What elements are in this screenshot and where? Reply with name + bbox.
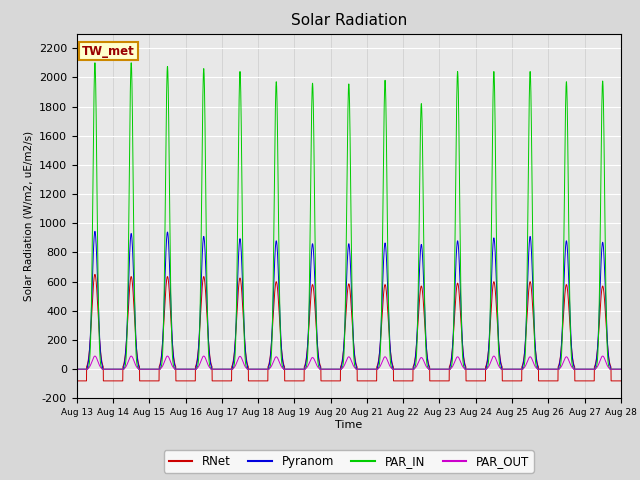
Pyranom xyxy=(616,366,624,372)
PAR_OUT xyxy=(617,366,625,372)
RNet xyxy=(471,378,479,384)
Text: TW_met: TW_met xyxy=(82,45,135,58)
PAR_OUT xyxy=(171,366,179,372)
Pyranom xyxy=(91,228,99,234)
RNet xyxy=(616,378,624,384)
PAR_IN xyxy=(617,366,625,372)
PAR_OUT xyxy=(91,353,99,359)
PAR_OUT xyxy=(616,366,624,372)
PAR_IN xyxy=(328,366,336,372)
X-axis label: Time: Time xyxy=(335,420,362,430)
PAR_OUT xyxy=(502,366,509,372)
PAR_OUT xyxy=(471,366,479,372)
Pyranom xyxy=(502,366,509,372)
Pyranom xyxy=(73,366,81,372)
PAR_OUT xyxy=(328,366,336,372)
PAR_OUT xyxy=(441,366,449,372)
PAR_OUT xyxy=(73,366,81,372)
Legend: RNet, Pyranom, PAR_IN, PAR_OUT: RNet, Pyranom, PAR_IN, PAR_OUT xyxy=(164,450,534,473)
Line: Pyranom: Pyranom xyxy=(77,231,621,369)
Line: PAR_IN: PAR_IN xyxy=(77,63,621,369)
Pyranom xyxy=(471,366,479,372)
PAR_IN xyxy=(471,366,479,372)
Line: RNet: RNet xyxy=(77,275,621,381)
RNet xyxy=(441,378,449,384)
PAR_IN xyxy=(73,366,81,372)
PAR_IN xyxy=(616,366,624,372)
RNet xyxy=(171,360,179,366)
Pyranom xyxy=(171,362,179,368)
PAR_IN xyxy=(91,60,99,66)
Y-axis label: Solar Radiation (W/m2, uE/m2/s): Solar Radiation (W/m2, uE/m2/s) xyxy=(23,131,33,301)
RNet xyxy=(617,378,625,384)
Pyranom xyxy=(441,366,449,372)
Pyranom xyxy=(617,366,625,372)
RNet xyxy=(502,378,509,384)
Title: Solar Radiation: Solar Radiation xyxy=(291,13,407,28)
PAR_IN xyxy=(171,366,179,372)
Line: PAR_OUT: PAR_OUT xyxy=(77,356,621,369)
RNet xyxy=(91,272,99,277)
RNet xyxy=(328,378,336,384)
RNet xyxy=(73,378,81,384)
PAR_IN xyxy=(441,366,449,372)
PAR_IN xyxy=(502,366,509,372)
Pyranom xyxy=(328,366,336,372)
